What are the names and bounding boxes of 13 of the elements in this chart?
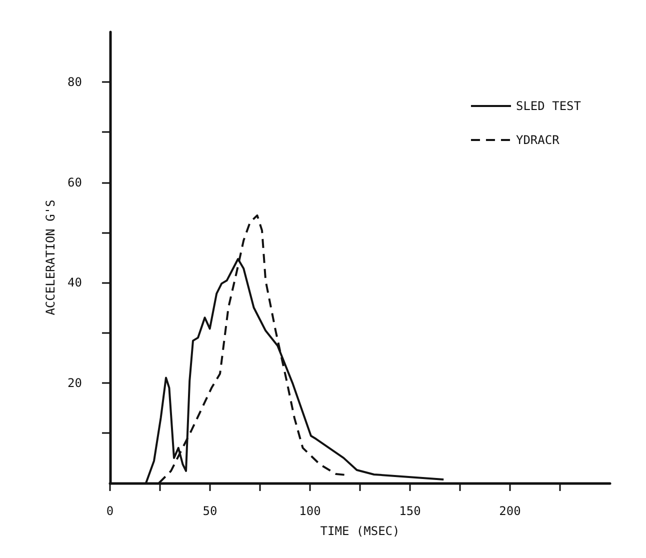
y-tick-label: 20 [68, 376, 82, 390]
y-axis-title: ACCELERATION G'S [44, 200, 58, 316]
x-tick-label: 100 [299, 504, 321, 518]
x-tick-label: 50 [202, 504, 218, 518]
y-tick-label: 60 [68, 175, 82, 190]
legend-label: SLED TEST [516, 99, 582, 113]
x-tick-label: 0 [106, 504, 114, 518]
x-axis-title: TIME (MSEC) [320, 524, 400, 538]
x-tick-label: 200 [499, 504, 521, 518]
x-tick-label: 150 [399, 504, 421, 518]
y-tick-label: 40 [68, 276, 82, 290]
y-tick-label: 80 [68, 75, 82, 90]
legend-label: YDRACR [516, 133, 560, 147]
